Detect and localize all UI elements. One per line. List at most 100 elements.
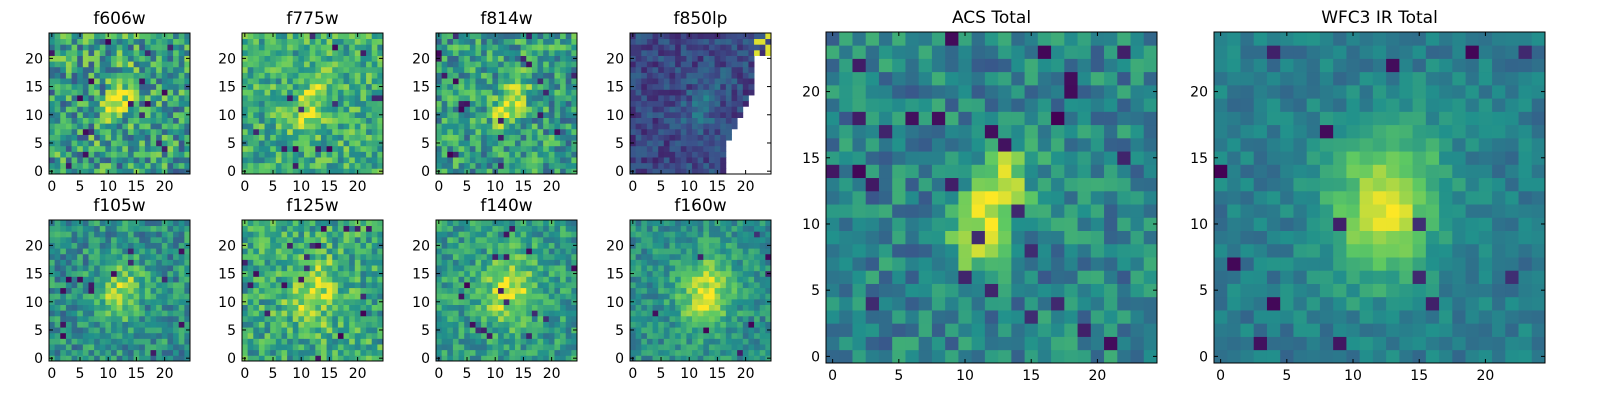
y-tick-label: 15 (25, 80, 43, 96)
heatmap-cell (537, 253, 544, 260)
heatmap-cell (253, 321, 260, 328)
heatmap-cell (475, 253, 482, 260)
heatmap-cell (436, 78, 443, 85)
heatmap-cell (680, 327, 687, 334)
heatmap-cell (65, 332, 72, 339)
heatmap-cell (173, 332, 180, 339)
heatmap-cell (469, 89, 476, 96)
heatmap-cell (77, 349, 84, 356)
x-tick-label: 10 (292, 366, 310, 382)
heatmap-cell (173, 315, 180, 322)
heatmap-cell (315, 49, 322, 56)
heatmap-cell (71, 78, 78, 85)
heatmap-cell (253, 151, 260, 158)
heatmap-cell (669, 106, 676, 113)
heatmap-cell (436, 145, 443, 152)
heatmap-cell (337, 236, 344, 243)
heatmap-cell (560, 304, 567, 311)
heatmap-cell (127, 151, 134, 158)
heatmap-cell (264, 265, 271, 272)
heatmap-cell (343, 355, 350, 362)
heatmap-cell (82, 293, 89, 300)
heatmap-cell (531, 298, 538, 305)
heatmap-cell (54, 140, 61, 147)
heatmap-cell (298, 111, 305, 118)
heatmap-cell (675, 310, 682, 317)
heatmap-cell (88, 293, 95, 300)
heatmap-cell (571, 49, 578, 56)
heatmap-cell (287, 248, 294, 255)
heatmap-cell (675, 338, 682, 345)
heatmap-cell (270, 106, 277, 113)
heatmap-cell (105, 310, 112, 317)
heatmap-cell (94, 220, 101, 227)
heatmap-cell (360, 220, 367, 227)
heatmap-cell (492, 327, 499, 334)
heatmap-cell (548, 270, 555, 277)
heatmap-cell (178, 304, 185, 311)
heatmap-cell (692, 270, 699, 277)
heatmap-cell (54, 111, 61, 118)
heatmap-cell (320, 134, 327, 141)
heatmap-cell (173, 83, 180, 90)
heatmap-cell (543, 140, 550, 147)
heatmap-cell (320, 287, 327, 294)
heatmap-cell (630, 49, 637, 56)
heatmap-cell (686, 270, 693, 277)
heatmap-cell (377, 33, 384, 40)
heatmap-cell (54, 236, 61, 243)
heatmap-cell (275, 134, 282, 141)
heatmap-cell (560, 168, 567, 175)
heatmap-cell (686, 78, 693, 85)
heatmap-cell (270, 78, 277, 85)
heatmap-cell (332, 315, 339, 322)
heatmap-cell (354, 248, 361, 255)
heatmap-cell (469, 33, 476, 40)
heatmap-cell (742, 66, 749, 73)
heatmap-cell (54, 134, 61, 141)
heatmap-cell (88, 100, 95, 107)
heatmap-cell (156, 236, 163, 243)
heatmap-cell (360, 287, 367, 294)
heatmap-cell (754, 332, 761, 339)
heatmap-cell (447, 304, 454, 311)
heatmap-cell (99, 66, 106, 73)
heatmap-cell (82, 282, 89, 289)
heatmap-cell (343, 338, 350, 345)
heatmap-cell (49, 151, 56, 158)
heatmap-cell (320, 355, 327, 362)
heatmap-cell (692, 134, 699, 141)
heatmap-cell (571, 293, 578, 300)
heatmap-cell (441, 276, 448, 283)
heatmap-cell (514, 310, 521, 317)
heatmap-cell (680, 49, 687, 56)
heatmap-cell (65, 140, 72, 147)
heatmap-cell (658, 134, 665, 141)
heatmap-cell (343, 349, 350, 356)
heatmap-cell (360, 304, 367, 311)
heatmap-cell (150, 66, 157, 73)
heatmap-cell (520, 270, 527, 277)
heatmap-cell (49, 95, 56, 102)
heatmap-cell (161, 151, 168, 158)
heatmap-cell (156, 332, 163, 339)
heatmap-cell (156, 287, 163, 294)
heatmap-cell (481, 83, 488, 90)
heatmap-cell (315, 321, 322, 328)
heatmap-cell (543, 315, 550, 322)
heatmap-cell (686, 276, 693, 283)
heatmap-cell (281, 83, 288, 90)
heatmap-cell (258, 162, 265, 169)
heatmap-cell (287, 83, 294, 90)
heatmap-cell (105, 344, 112, 351)
heatmap-cell (514, 265, 521, 272)
heatmap-cell (150, 315, 157, 322)
heatmap-cell (635, 89, 642, 96)
heatmap-cell (452, 134, 459, 141)
heatmap-cell (371, 225, 378, 232)
heatmap-cell (543, 72, 550, 79)
heatmap-cell (139, 327, 146, 334)
heatmap-cell (258, 338, 265, 345)
heatmap-cell (571, 128, 578, 135)
heatmap-cell (309, 128, 316, 135)
